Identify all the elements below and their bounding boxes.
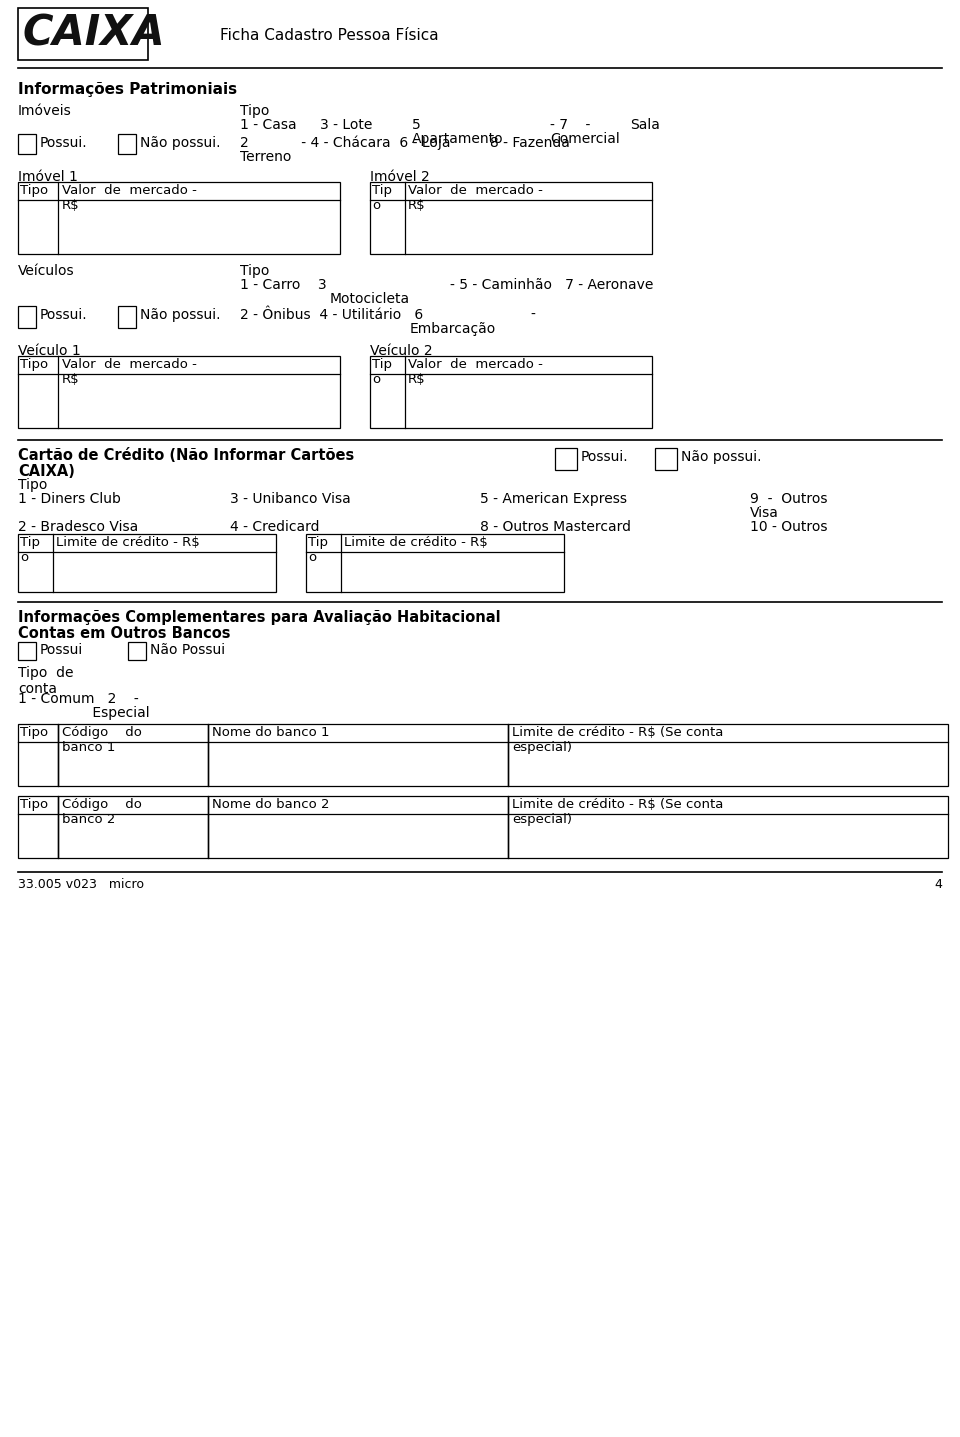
Text: 9  -  Outros: 9 - Outros xyxy=(750,491,828,506)
Text: Nome do banco 1: Nome do banco 1 xyxy=(212,726,329,739)
Text: Apartamento: Apartamento xyxy=(412,132,504,147)
Text: - 5 - Caminhão   7 - Aeronave: - 5 - Caminhão 7 - Aeronave xyxy=(450,277,654,292)
Text: CAIXA): CAIXA) xyxy=(18,464,75,479)
Text: Valor  de  mercado -
R$: Valor de mercado - R$ xyxy=(408,184,542,213)
Text: Veículos: Veículos xyxy=(18,264,75,277)
Text: Imóveis: Imóveis xyxy=(18,103,72,118)
Text: 5: 5 xyxy=(412,118,420,132)
Bar xyxy=(18,306,36,328)
Text: Contas em Outros Bancos: Contas em Outros Bancos xyxy=(18,627,230,641)
Text: 1 - Comum   2    -: 1 - Comum 2 - xyxy=(18,693,139,706)
Text: Valor  de  mercado -
R$: Valor de mercado - R$ xyxy=(62,184,197,213)
Bar xyxy=(508,796,948,858)
Text: Embarcação: Embarcação xyxy=(410,322,496,336)
Text: Valor  de  mercado -
R$: Valor de mercado - R$ xyxy=(408,358,542,387)
Text: 3 - Lote: 3 - Lote xyxy=(320,118,372,132)
Bar xyxy=(370,182,652,254)
Text: Tip
o: Tip o xyxy=(20,536,40,563)
Text: Tipo: Tipo xyxy=(20,358,48,371)
Text: Valor  de  mercado -
R$: Valor de mercado - R$ xyxy=(62,358,197,387)
Text: 2            - 4 - Chácara  6 - Loja         8 - Fazenda: 2 - 4 - Chácara 6 - Loja 8 - Fazenda xyxy=(240,137,570,151)
Text: Nome do banco 2: Nome do banco 2 xyxy=(212,798,329,810)
Text: Tip
o: Tip o xyxy=(308,536,328,563)
Text: Limite de crédito - R$ (Se conta
especial): Limite de crédito - R$ (Se conta especia… xyxy=(512,798,724,826)
Text: Tipo: Tipo xyxy=(240,264,270,277)
Text: 1 - Carro    3: 1 - Carro 3 xyxy=(240,277,326,292)
Bar xyxy=(58,724,208,786)
Bar xyxy=(18,642,36,660)
Text: -: - xyxy=(530,308,535,322)
Text: Especial: Especial xyxy=(18,706,150,720)
Text: Terreno: Terreno xyxy=(240,149,292,164)
Bar xyxy=(18,9,148,60)
Text: Imóvel 2: Imóvel 2 xyxy=(370,170,430,184)
Text: Limite de crédito - R$ (Se conta
especial): Limite de crédito - R$ (Se conta especia… xyxy=(512,726,724,754)
Bar xyxy=(208,724,508,786)
Text: 33.005 v023   micro: 33.005 v023 micro xyxy=(18,878,144,891)
Text: Tipo: Tipo xyxy=(20,726,48,739)
Text: Não Possui: Não Possui xyxy=(150,642,226,657)
Bar xyxy=(306,535,564,592)
Text: 2 - Bradesco Visa: 2 - Bradesco Visa xyxy=(18,520,138,535)
Text: Código    do
banco 2: Código do banco 2 xyxy=(62,798,142,826)
Text: Possui: Possui xyxy=(40,642,84,657)
Text: 1 - Casa: 1 - Casa xyxy=(240,118,297,132)
Text: Imóvel 1: Imóvel 1 xyxy=(18,170,78,184)
Bar xyxy=(655,448,677,470)
Bar xyxy=(18,724,58,786)
Bar xyxy=(58,796,208,858)
Text: Limite de crédito - R$: Limite de crédito - R$ xyxy=(56,536,200,549)
Text: Ficha Cadastro Pessoa Física: Ficha Cadastro Pessoa Física xyxy=(220,27,439,43)
Bar xyxy=(555,448,577,470)
Text: Não possui.: Não possui. xyxy=(140,137,221,149)
Text: Comercial: Comercial xyxy=(550,132,620,147)
Bar xyxy=(18,356,340,428)
Text: Tip
o: Tip o xyxy=(372,184,392,213)
Text: Sala: Sala xyxy=(630,118,660,132)
Text: 1 - Diners Club: 1 - Diners Club xyxy=(18,491,121,506)
Text: Motocicleta: Motocicleta xyxy=(330,292,410,306)
Bar xyxy=(18,796,58,858)
Bar xyxy=(118,134,136,154)
Text: Não possui.: Não possui. xyxy=(140,308,221,322)
Text: 2 - Ônibus  4 - Utilitário   6: 2 - Ônibus 4 - Utilitário 6 xyxy=(240,308,423,322)
Text: Tipo: Tipo xyxy=(18,479,47,491)
Text: Limite de crédito - R$: Limite de crédito - R$ xyxy=(344,536,488,549)
Bar xyxy=(118,306,136,328)
Text: Possui.: Possui. xyxy=(40,137,87,149)
Text: Possui.: Possui. xyxy=(40,308,87,322)
Text: 3 - Unibanco Visa: 3 - Unibanco Visa xyxy=(230,491,350,506)
Bar xyxy=(128,642,146,660)
Text: Informações Complementares para Avaliação Habitacional: Informações Complementares para Avaliaçã… xyxy=(18,609,500,625)
Text: Tipo: Tipo xyxy=(20,798,48,810)
Text: 4: 4 xyxy=(934,878,942,891)
Text: Visa: Visa xyxy=(750,506,779,520)
Bar xyxy=(18,182,340,254)
Bar xyxy=(208,796,508,858)
Text: Veículo 2: Veículo 2 xyxy=(370,343,433,358)
Text: - 7    -: - 7 - xyxy=(550,118,590,132)
Text: 10 - Outros: 10 - Outros xyxy=(750,520,828,535)
Bar xyxy=(18,134,36,154)
Text: Código    do
banco 1: Código do banco 1 xyxy=(62,726,142,754)
Text: Não possui.: Não possui. xyxy=(681,450,761,464)
Text: 4 - Credicard: 4 - Credicard xyxy=(230,520,320,535)
Bar xyxy=(370,356,652,428)
Text: CAIXA: CAIXA xyxy=(23,11,166,55)
Text: Informações Patrimoniais: Informações Patrimoniais xyxy=(18,82,237,98)
Text: Possui.: Possui. xyxy=(581,450,629,464)
Text: Cartão de Crédito (Não Informar Cartões: Cartão de Crédito (Não Informar Cartões xyxy=(18,448,354,463)
Text: Tipo: Tipo xyxy=(240,103,270,118)
Bar xyxy=(18,535,276,592)
Text: Tipo: Tipo xyxy=(20,184,48,197)
Text: 5 - American Express: 5 - American Express xyxy=(480,491,627,506)
Text: 8 - Outros Mastercard: 8 - Outros Mastercard xyxy=(480,520,631,535)
Text: Tip
o: Tip o xyxy=(372,358,392,387)
Text: Tipo  de
conta: Tipo de conta xyxy=(18,665,74,696)
Text: Veículo 1: Veículo 1 xyxy=(18,343,81,358)
Bar xyxy=(508,724,948,786)
